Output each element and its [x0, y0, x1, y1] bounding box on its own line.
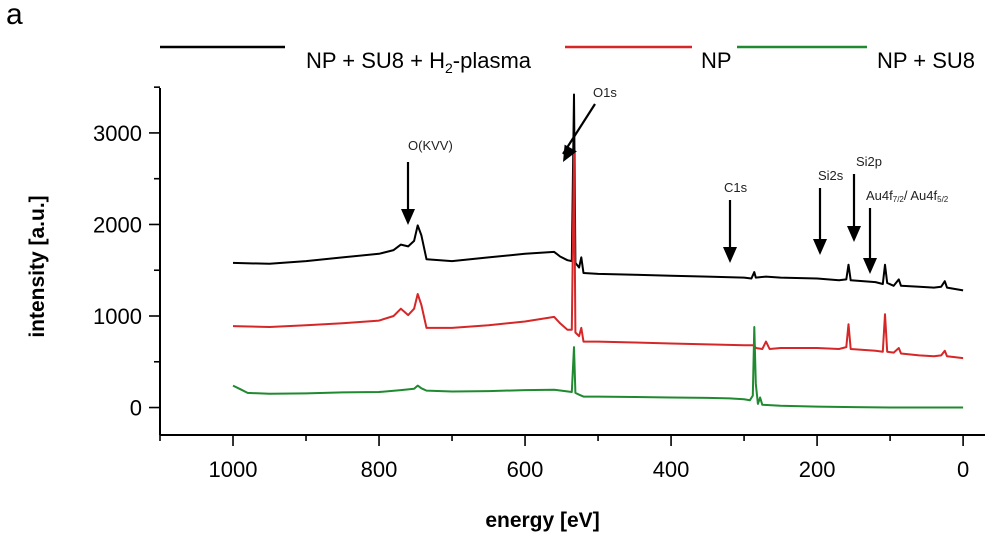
- legend-label-3: NP + SU8: [877, 48, 975, 73]
- annotation-arrow-head: [813, 239, 827, 255]
- annotation-arrow-head: [401, 209, 415, 225]
- annotation-arrow-head: [847, 226, 861, 242]
- annotation-arrow-shaft: [562, 103, 596, 155]
- annotation-arrow-head: [863, 258, 877, 274]
- y-tick-label: 1000: [93, 304, 142, 329]
- annotation-arrow-head: [723, 247, 737, 263]
- series-line-1: [232, 93, 964, 292]
- annotation-label: C1s: [724, 180, 748, 195]
- legend-label-2: NP: [701, 48, 732, 73]
- annotation-label: Au4f7/2/ Au4f5/2: [866, 188, 949, 204]
- y-tick-label: 3000: [93, 121, 142, 146]
- x-tick-label: 800: [361, 457, 398, 482]
- annotation-label: O1s: [593, 85, 617, 100]
- y-axis-label: intensity [a.u.]: [26, 195, 49, 337]
- x-tick-label: 1000: [209, 457, 258, 482]
- annotation-label: Si2p: [856, 154, 882, 169]
- annotation-arrow-head: [563, 144, 577, 162]
- y-tick-label: 2000: [93, 212, 142, 237]
- annotation-label: Si2s: [818, 168, 844, 183]
- x-tick-label: 600: [507, 457, 544, 482]
- series-line-2: [232, 152, 964, 360]
- x-tick-label: 400: [653, 457, 690, 482]
- x-axis-label: energy [eV]: [485, 509, 599, 532]
- y-tick-label: 0: [130, 396, 142, 421]
- x-tick-label: 200: [799, 457, 836, 482]
- annotation-label: O(KVV): [408, 138, 453, 153]
- panel-label: a: [6, 0, 23, 31]
- series-line-3: [232, 326, 964, 409]
- legend-label-1: NP + SU8 + H2-plasma: [306, 48, 532, 76]
- x-tick-label: 0: [957, 457, 969, 482]
